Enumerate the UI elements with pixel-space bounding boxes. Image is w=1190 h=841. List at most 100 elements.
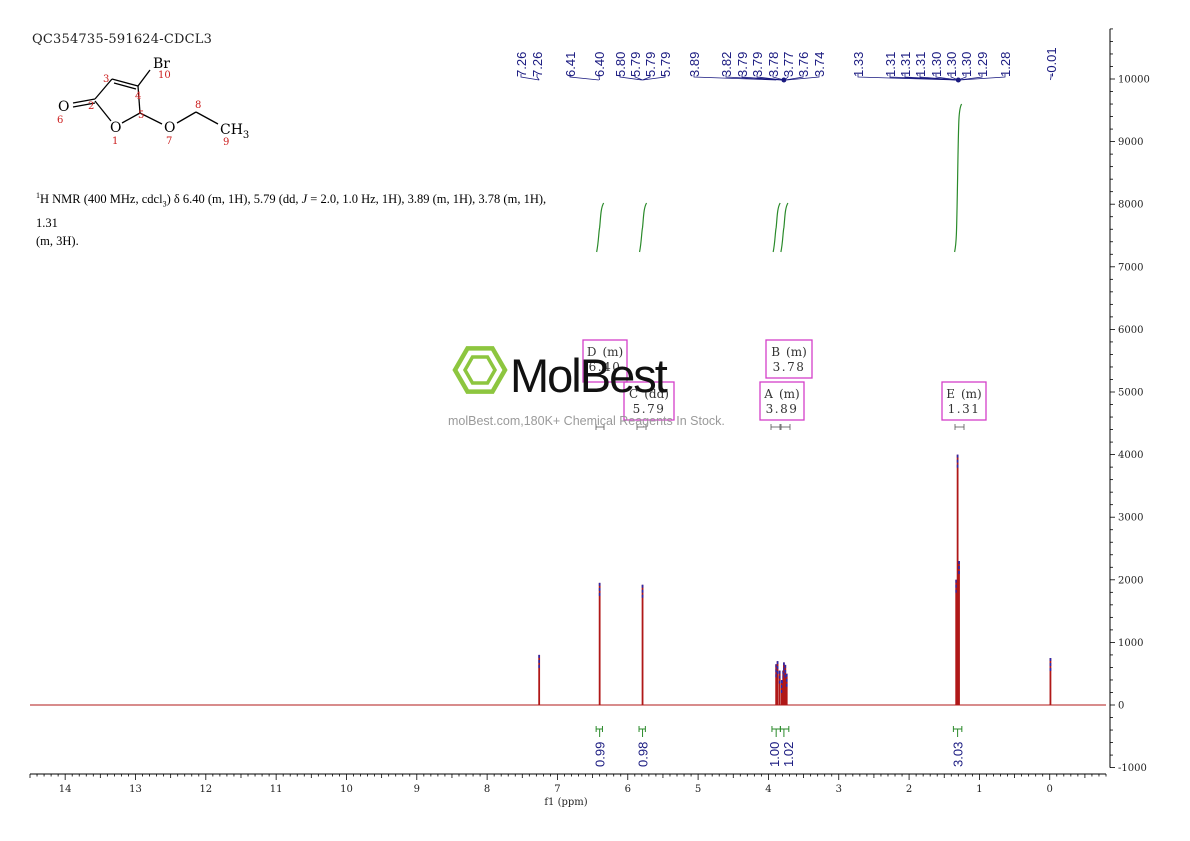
atom-label-br: Br — [153, 56, 170, 72]
atom-label-o-7: O — [164, 120, 175, 136]
peak-label-leader — [619, 74, 642, 81]
peak-label: -0.01 — [1044, 47, 1059, 77]
multiplet-shift: 1.31 — [948, 402, 981, 416]
peak-label-leader — [634, 74, 643, 81]
multiplet-type: (m) — [786, 345, 807, 359]
description-text-a: H NMR (400 MHz, cdcl — [40, 192, 163, 207]
x-tick-label: 11 — [270, 784, 283, 795]
y-tick-label: 6000 — [1118, 325, 1143, 336]
multiplet-box-E — [941, 381, 987, 421]
peak-label: 1.30 — [929, 52, 944, 77]
watermark: MolBest — [452, 346, 670, 402]
chemical-structure: Br 10 O 6 O 1 O 7 CH3 9 2 3 4 5 8 — [57, 56, 249, 148]
y-tick-label: 5000 — [1118, 388, 1143, 399]
description-subscript: 3 — [162, 199, 167, 209]
atom-number-2: 2 — [88, 101, 94, 112]
atom-label-o-6: O — [58, 99, 69, 115]
watermark-logo-icon — [452, 346, 508, 394]
peak-label: 3.74 — [812, 52, 827, 77]
multiplet-id: C — [629, 387, 638, 401]
multiplet-box-C — [623, 381, 675, 421]
multiplet-id: A — [763, 387, 773, 401]
peak-label-leader — [520, 74, 540, 81]
integral-curve-0 — [596, 202, 605, 253]
x-tick-label: 9 — [414, 784, 420, 795]
description-superscript: 1 — [36, 191, 40, 200]
x-tick-label: 14 — [59, 784, 72, 795]
multiplet-label: E (m) — [946, 387, 982, 401]
atom-number-6: 6 — [57, 115, 63, 126]
integral-curve-2 — [772, 202, 781, 253]
peak-cluster-dot — [955, 77, 961, 83]
atom-number-1: 1 — [112, 136, 118, 147]
atom-label-ch3: CH3 — [220, 122, 249, 141]
x-tick-label: 4 — [765, 784, 771, 795]
y-tick-label: 10000 — [1118, 75, 1150, 86]
integral-value: 0.98 — [636, 742, 651, 767]
peak-label-leader — [536, 74, 540, 81]
peak-label-leader — [857, 74, 957, 81]
x-axis-label: f1 (ppm) — [544, 797, 587, 808]
peak-label: 3.78 — [766, 52, 781, 77]
multiplet-shift: 5.79 — [633, 402, 666, 416]
atom-number-7: 7 — [166, 136, 172, 147]
y-tick-label: 3000 — [1118, 513, 1143, 524]
multiplet-id: E — [946, 387, 955, 401]
peak-label: 6.40 — [592, 52, 607, 77]
multiplet-boxes: D (m)6.40C (dd)5.79B (m)3.78A (m)3.89E (m)1.3… — [582, 339, 987, 430]
peak-label-leader — [935, 74, 959, 81]
integral-curves — [596, 103, 963, 253]
peak-label: 1.31 — [898, 52, 913, 77]
y-tick-label: -1000 — [1118, 763, 1147, 774]
integral-curve-3 — [780, 202, 789, 253]
peak-label: 1.28 — [998, 52, 1013, 77]
description-j: J — [301, 192, 308, 207]
peak-label-leader — [919, 74, 958, 81]
ch3-label: CH — [220, 122, 243, 138]
peak-label: 3.76 — [796, 52, 811, 77]
peak-label: 3.89 — [687, 52, 702, 77]
x-tick-label: 13 — [129, 784, 142, 795]
x-tick-label: 0 — [1047, 784, 1053, 795]
multiplet-shift: 6.40 — [589, 360, 622, 374]
y-tick-label: 2000 — [1118, 575, 1143, 586]
watermark-brand: MolBest — [510, 349, 668, 402]
atom-number-3: 3 — [103, 74, 109, 85]
y-axis: 1000090008000700060005000400030002000100… — [1109, 28, 1150, 774]
peak-cluster-dot — [781, 77, 787, 83]
multiplet-box-B — [765, 339, 813, 379]
watermark-tagline: molBest.com,180K+ Chemical Reagents In S… — [448, 414, 725, 428]
peak-labels: 7.26 7.26 6.41 6.40 5.80 5.79 5.79 5.79 3.89 3.82… — [514, 47, 1059, 83]
peak-label: 7.26 — [514, 52, 529, 77]
integral-curve-4 — [954, 103, 963, 253]
peak-label-leader — [786, 74, 820, 81]
x-tick-label: 6 — [625, 784, 631, 795]
atom-number-9: 9 — [223, 137, 229, 148]
atom-number-5: 5 — [138, 110, 144, 121]
x-tick-label: 2 — [906, 784, 912, 795]
peak-label-leader — [756, 74, 784, 81]
integral-value: 1.00 — [767, 742, 782, 767]
multiplet-shift: 3.89 — [766, 402, 799, 416]
integral-value: 3.03 — [951, 742, 966, 767]
multiplet-label: A (m) — [763, 387, 799, 401]
description-text-c: = 2.0, 1.0 Hz, 1H), 3.89 (m, 1H), 3.78 (… — [36, 192, 547, 230]
peak-label-leader — [958, 74, 967, 81]
atom-label-o-1: O — [110, 120, 121, 136]
peak-label-leader — [950, 74, 959, 81]
peak-label-leader — [569, 74, 599, 81]
atom-number-10: 10 — [158, 70, 171, 81]
peak-label: 5.79 — [628, 52, 643, 77]
atom-number-4: 4 — [135, 91, 141, 102]
x-tick-label: 3 — [836, 784, 842, 795]
peak-label: 3.82 — [719, 52, 734, 77]
peak-label: 1.29 — [975, 52, 990, 77]
peak-label-leader — [642, 74, 666, 81]
multiplet-id: D — [587, 345, 597, 359]
x-tick-label: 8 — [484, 784, 490, 795]
multiplet-id: B — [771, 345, 780, 359]
peak-label: 1.33 — [851, 52, 866, 77]
y-tick-label: 8000 — [1118, 200, 1143, 211]
